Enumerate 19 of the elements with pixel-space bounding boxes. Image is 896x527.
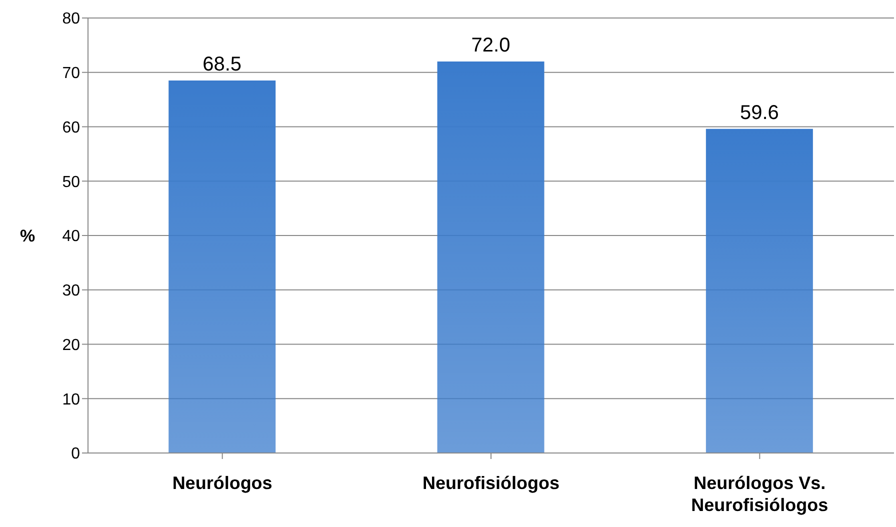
y-tick-label: 0: [71, 446, 80, 463]
y-tick-label: 40: [62, 228, 80, 246]
data-label: 59.6: [740, 102, 779, 124]
y-tick-label: 70: [62, 65, 80, 82]
data-label: 72.0: [471, 34, 510, 56]
y-tick-label: 30: [62, 282, 80, 300]
bar: [706, 128, 813, 453]
bar: [168, 80, 276, 453]
data-label: 68.5: [202, 54, 242, 76]
y-tick-label: 20: [62, 336, 80, 354]
x-tick-label: Neurólogos: [172, 473, 272, 493]
bar: [437, 62, 544, 453]
y-tick-label: 50: [62, 174, 80, 191]
y-axis-title: %: [20, 226, 36, 246]
y-tick-label: 80: [62, 10, 80, 28]
x-tick-label: Neurólogos Vs. Neurofisiólogos: [691, 473, 828, 515]
y-tick-label: 60: [62, 119, 80, 136]
x-tick-label: Neurofisiólogos: [422, 473, 560, 493]
y-tick-label: 10: [62, 391, 80, 408]
